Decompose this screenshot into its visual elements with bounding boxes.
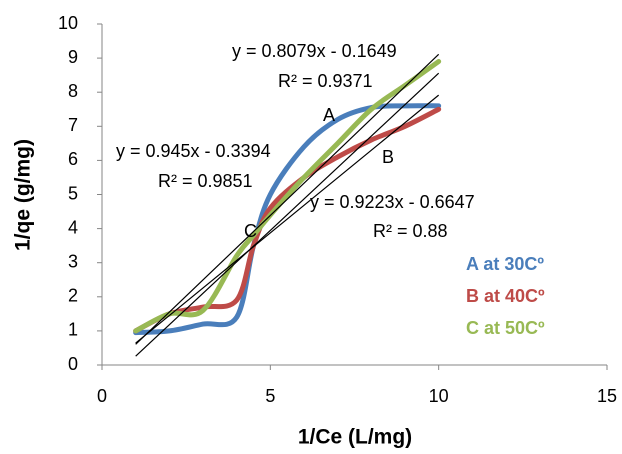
x-axis-title: 1/Ce (L/mg) xyxy=(298,426,412,449)
legend-entry: B at 40Cº xyxy=(466,286,545,306)
trendline-r2: R² = 0.88 xyxy=(373,221,448,241)
series-line xyxy=(133,103,442,336)
annotation: C xyxy=(244,221,257,241)
x-tick-label: 5 xyxy=(265,386,275,406)
trendline-equation: y = 0.945x - 0.3394 xyxy=(116,141,271,161)
y-tick-label: 9 xyxy=(68,47,78,67)
legend-entry: A at 30Cº xyxy=(466,254,544,274)
trendline xyxy=(135,53,440,345)
y-tick-label: 2 xyxy=(68,286,78,306)
x-tick-label: 0 xyxy=(97,386,107,406)
trendline xyxy=(135,94,440,344)
annotation: B xyxy=(382,147,394,167)
series-line xyxy=(133,106,442,334)
y-tick-label: 8 xyxy=(68,81,78,101)
y-tick-label: 5 xyxy=(68,183,78,203)
annotation: A xyxy=(323,105,335,125)
trendline-r2: R² = 0.9851 xyxy=(158,171,253,191)
x-tick-label: 15 xyxy=(597,386,617,406)
y-tick-label: 10 xyxy=(58,13,78,33)
trendline xyxy=(135,72,440,357)
y-tick-label: 3 xyxy=(68,251,78,271)
y-tick-label: 1 xyxy=(68,320,78,340)
trendline-equation: y = 0.9223x - 0.6647 xyxy=(310,192,475,212)
y-tick-label: 4 xyxy=(68,217,78,237)
trendline-equation: y = 0.8079x - 0.1649 xyxy=(232,41,397,61)
y-tick-label: 0 xyxy=(68,354,78,374)
legend-entry: C at 50Cº xyxy=(466,318,545,338)
trendline-r2: R² = 0.9371 xyxy=(278,71,373,91)
y-tick-label: 6 xyxy=(68,149,78,169)
y-tick-label: 7 xyxy=(68,115,78,135)
x-tick-label: 10 xyxy=(429,386,449,406)
y-axis-title: 1/qe (g/mg) xyxy=(12,139,35,251)
